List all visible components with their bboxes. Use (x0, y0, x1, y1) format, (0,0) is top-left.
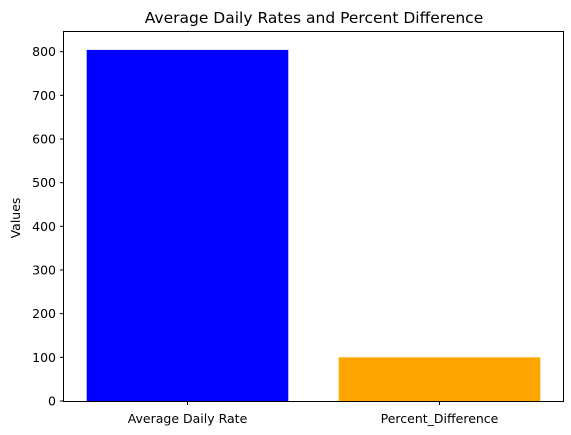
x-tick-label: Percent_Difference (381, 411, 499, 426)
y-tick-label: 200 (32, 306, 56, 321)
bars-group (86, 49, 541, 401)
y-axis-label: Values (8, 198, 23, 239)
y-axis: 0 100 200 300 400 500 600 700 800 (32, 44, 64, 409)
y-tick-label: 0 (48, 394, 56, 409)
bar-1 (86, 49, 289, 401)
x-tick-label: Average Daily Rate (128, 411, 248, 426)
y-tick-label: 400 (32, 219, 56, 234)
x-axis: Average Daily Rate Percent_Difference (128, 401, 499, 426)
y-tick-label: 700 (32, 88, 56, 103)
y-tick-label: 600 (32, 131, 56, 146)
y-tick-label: 100 (32, 350, 56, 365)
y-tick-label: 800 (32, 44, 56, 59)
chart-title: Average Daily Rates and Percent Differen… (145, 9, 484, 27)
plot-frame (63, 31, 564, 402)
y-tick-label: 300 (32, 262, 56, 277)
y-tick-label: 500 (32, 175, 56, 190)
bar-2 (338, 357, 541, 401)
